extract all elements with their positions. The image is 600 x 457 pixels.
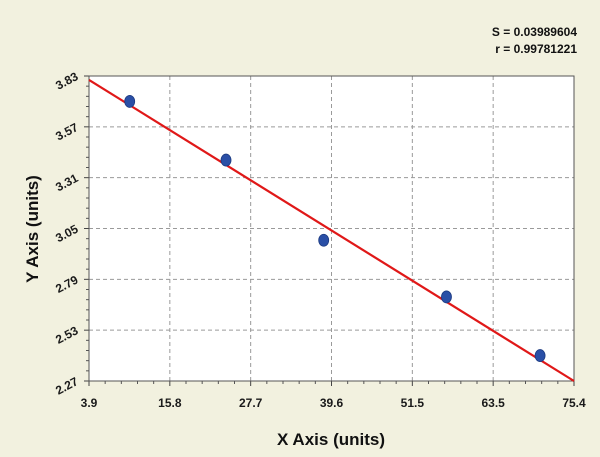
- y-tick-label: 3.31: [53, 171, 80, 194]
- x-tick-label: 39.6: [320, 396, 344, 410]
- x-tick-label: 27.7: [239, 396, 263, 410]
- y-tick-label: 2.53: [53, 323, 80, 346]
- r-statistic: r = 0.99781221: [495, 42, 577, 56]
- x-axis-title: X Axis (units): [277, 430, 385, 449]
- x-tick-labels: 3.9 15.8 27.7 39.6 51.5 63.5 75.4: [81, 396, 586, 410]
- data-point: [318, 233, 330, 247]
- plot-frame: [88, 75, 575, 382]
- fit-line: [88, 78, 575, 382]
- data-point: [441, 290, 452, 304]
- x-tick-label: 63.5: [481, 396, 505, 410]
- y-axis-title: Y Axis (units): [23, 175, 42, 283]
- y-tick-labels: 2.27 2.53 2.79 3.05 3.31 3.57 3.83: [53, 69, 80, 397]
- y-tick-label: 3.83: [53, 69, 80, 92]
- data-points: [124, 95, 546, 362]
- data-point: [534, 349, 546, 362]
- y-tick-label: 3.57: [53, 120, 80, 143]
- y-tick-label: 2.27: [53, 374, 80, 397]
- x-tick-label: 51.5: [401, 396, 425, 410]
- minor-ticks: [84, 75, 575, 386]
- s-statistic: S = 0.03989604: [492, 25, 577, 39]
- data-point: [220, 153, 232, 167]
- x-tick-label: 3.9: [81, 396, 98, 410]
- x-tick-label: 15.8: [158, 396, 182, 410]
- y-tick-label: 3.05: [53, 222, 80, 245]
- y-tick-label: 2.79: [53, 272, 80, 295]
- data-point: [124, 95, 136, 108]
- x-tick-label: 75.4: [562, 396, 586, 410]
